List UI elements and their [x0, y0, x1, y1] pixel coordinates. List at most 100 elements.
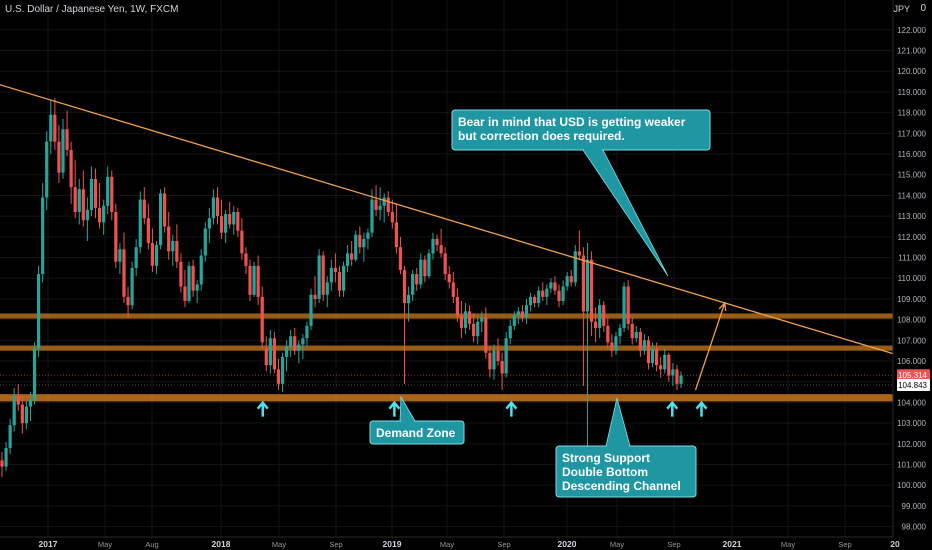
- candle: [24, 400, 28, 430]
- level-badge: [897, 378, 930, 391]
- candle-body: [618, 327, 622, 337]
- price-tick-label: 103.000: [897, 419, 926, 428]
- candle: [329, 259, 333, 291]
- candle: [638, 327, 642, 357]
- candle-body: [492, 350, 496, 370]
- candle-body: [447, 274, 451, 283]
- candle: [467, 305, 472, 330]
- candle: [520, 305, 525, 322]
- candle: [341, 261, 346, 297]
- callout-box: [451, 109, 711, 151]
- time-tick-label: 2019: [383, 539, 402, 549]
- candle: [492, 344, 496, 380]
- descending-trendline[interactable]: [0, 82, 912, 360]
- time-axis[interactable]: 2017 May Aug 2018 May Sep 2019 May Sep 2020 May Sep…: [0, 536, 932, 550]
- candle-body: [663, 354, 667, 370]
- candle: [630, 317, 634, 345]
- candle-body: [114, 212, 118, 262]
- trend-drawings[interactable]: [0, 82, 912, 391]
- candle: [585, 243, 590, 461]
- candle-body: [150, 243, 155, 266]
- candle: [646, 336, 651, 370]
- up-arrow-head: [666, 400, 679, 410]
- candle: [138, 191, 142, 254]
- candle: [73, 160, 77, 219]
- candle-body: [602, 305, 606, 326]
- candle-body: [45, 141, 49, 198]
- candle: [435, 234, 439, 252]
- callout-text: Bear in mind that USD is getting weaker: [458, 115, 686, 129]
- candle-body: [41, 197, 45, 275]
- projection-line[interactable]: [694, 302, 726, 391]
- symbol-title: U.S. Dollar / Japanese Yen, 1W, FXCM: [5, 4, 179, 15]
- candle: [602, 301, 606, 333]
- candle-body: [276, 369, 281, 384]
- price-axis[interactable]: 98.000 99.000 100.000 101.000 102.000 103.000…: [892, 0, 932, 550]
- candle-body: [333, 267, 338, 273]
- callouts[interactable]: Bear in mind that USD is getting weakerb…: [369, 109, 711, 498]
- candle: [382, 193, 386, 223]
- candle: [4, 441, 8, 471]
- candle-body: [285, 346, 289, 357]
- candle: [569, 269, 573, 287]
- candle: [411, 269, 415, 302]
- currency-label[interactable]: JPY: [893, 4, 910, 14]
- price-tick-label: 98.000: [902, 523, 927, 532]
- price-tick-label: 107.000: [897, 336, 926, 345]
- candle: [53, 98, 57, 150]
- candle: [386, 191, 390, 217]
- candle-body: [524, 305, 529, 318]
- candle-body: [219, 216, 224, 233]
- candle-body: [126, 296, 130, 306]
- candle-body: [675, 369, 679, 384]
- callout[interactable]: Demand Zone: [369, 395, 465, 445]
- candle-body: [167, 226, 171, 252]
- price-tick-label: 101.000: [897, 461, 926, 470]
- candle-body: [85, 209, 89, 221]
- candle: [443, 247, 447, 281]
- candle-body: [289, 336, 293, 347]
- candle: [561, 280, 565, 306]
- candle-body: [561, 286, 565, 302]
- candle: [614, 332, 618, 355]
- candle-body: [362, 238, 366, 248]
- candle-body: [97, 207, 102, 223]
- candle-body: [606, 325, 610, 343]
- candle-body: [69, 149, 73, 188]
- time-tick-label: May: [440, 540, 454, 549]
- candle: [350, 240, 354, 266]
- candle-body: [171, 240, 175, 252]
- candle: [244, 247, 248, 275]
- candle: [16, 383, 20, 411]
- candle-body: [598, 305, 602, 328]
- callout[interactable]: Bear in mind that USD is getting weakerb…: [451, 109, 711, 277]
- projection-arrowhead: [718, 301, 727, 312]
- candle-body: [309, 294, 313, 326]
- candle-body: [423, 259, 427, 277]
- candle: [390, 199, 394, 229]
- candle-body: [439, 245, 443, 254]
- candle-body: [4, 447, 8, 467]
- candle-body: [236, 212, 240, 231]
- candle-body: [374, 199, 378, 210]
- candle-body: [671, 369, 675, 376]
- candle: [537, 286, 541, 308]
- candle: [228, 201, 232, 229]
- candle-body: [659, 365, 663, 370]
- candle-body: [370, 199, 374, 233]
- candle-body: [49, 114, 53, 142]
- candle: [61, 118, 65, 179]
- candle-body: [110, 176, 114, 213]
- candle-body: [411, 274, 415, 295]
- time-tick-label: Sep: [497, 540, 510, 549]
- candle: [321, 251, 325, 302]
- candle: [171, 234, 175, 266]
- candle-body: [638, 332, 642, 351]
- candle: [533, 294, 537, 308]
- candle-body: [557, 290, 561, 302]
- time-tick-label: Sep: [838, 540, 851, 549]
- candle: [463, 303, 468, 335]
- settings-icon[interactable]: 0: [920, 3, 926, 14]
